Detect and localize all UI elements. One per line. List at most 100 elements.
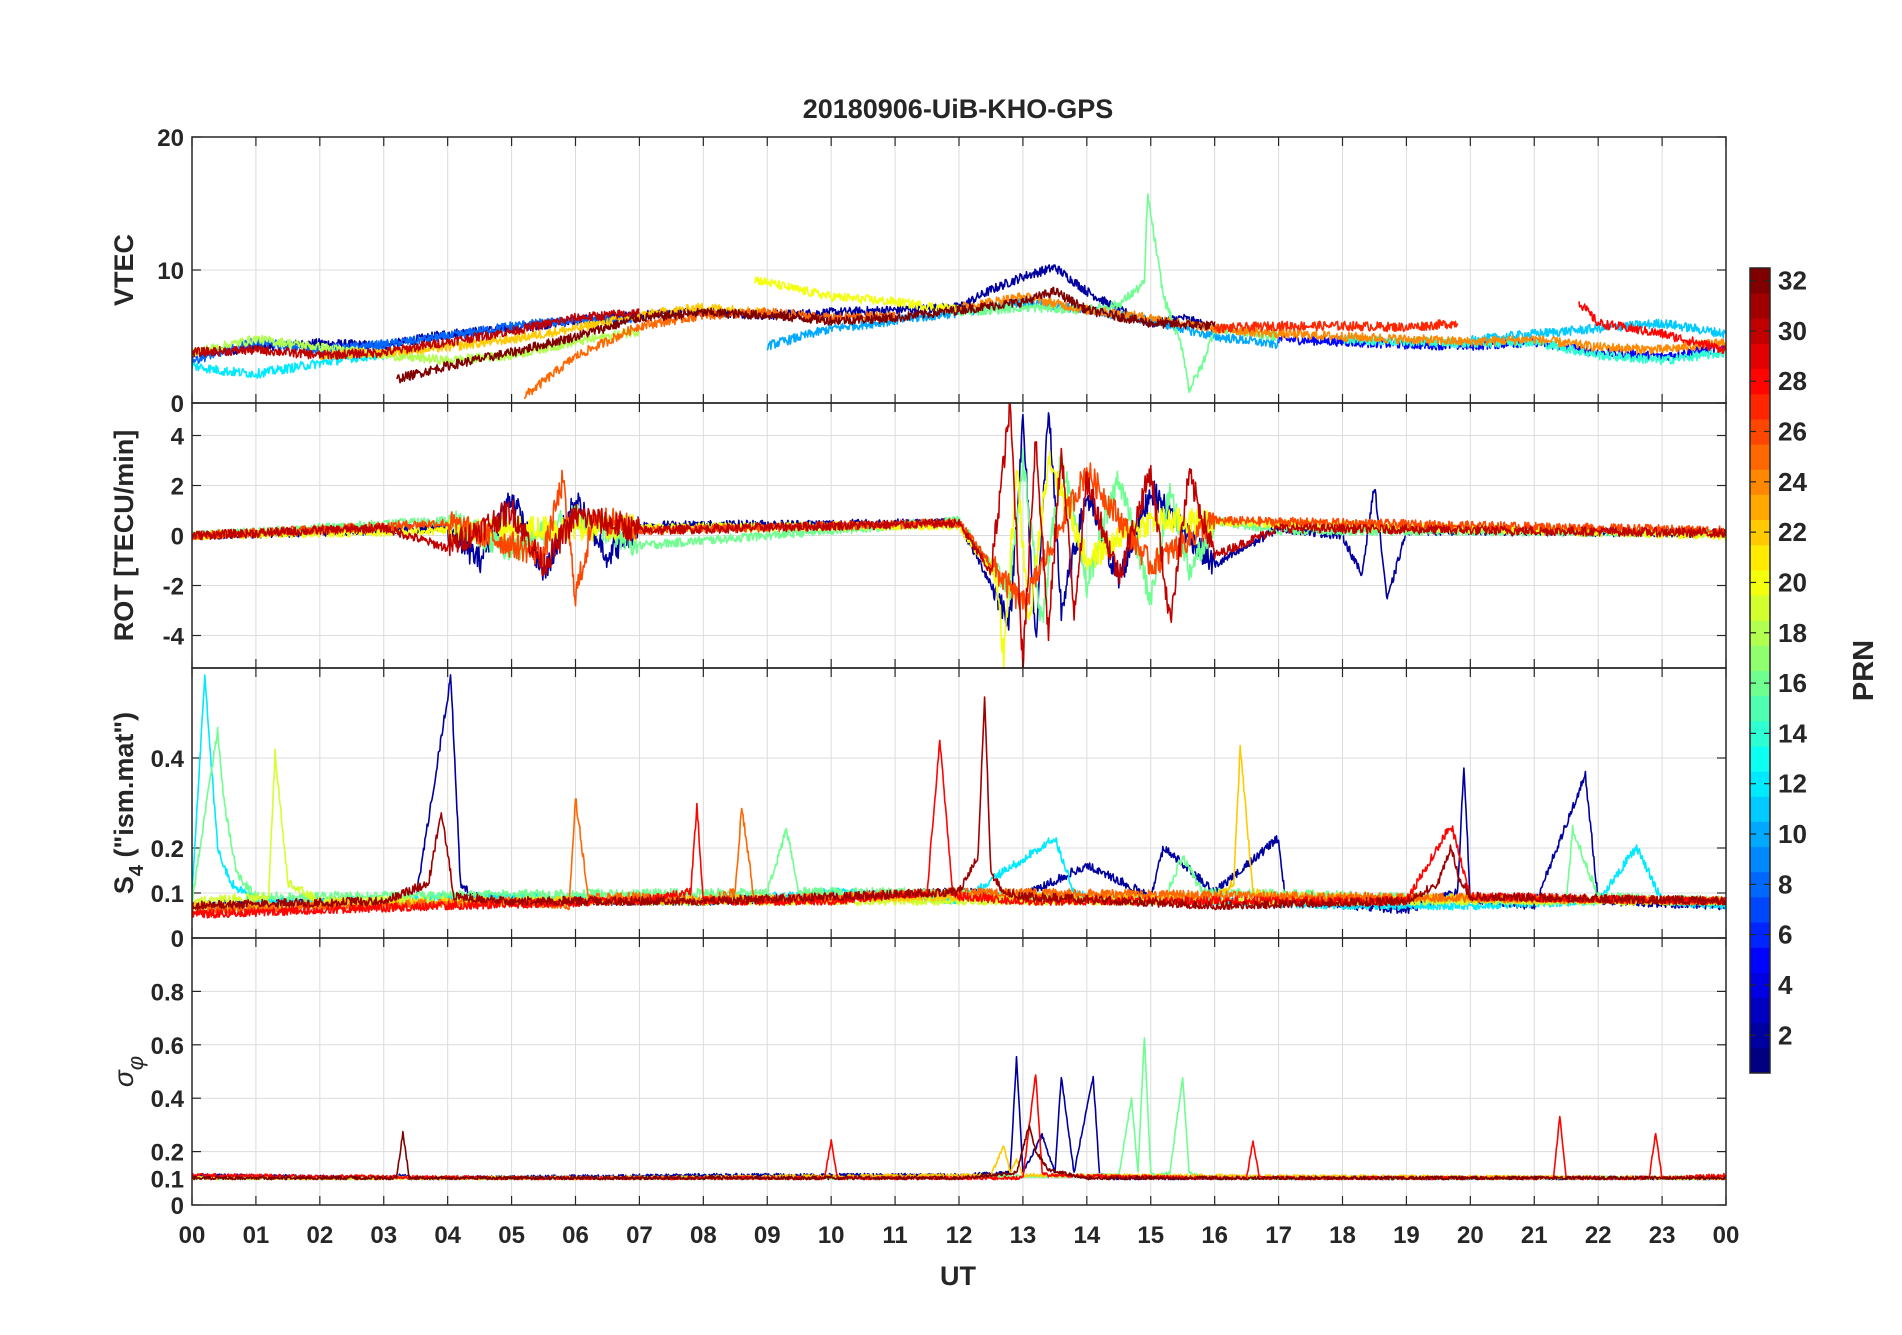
colorbar-segment: [1750, 821, 1770, 848]
panel-sigma_phi: 00.10.2 0.4 0.6 0.8 σφ: [108, 937, 1727, 1220]
colorbar-tick-label: 10: [1778, 819, 1807, 849]
colorbar-segment: [1750, 695, 1770, 722]
x-axis: 00 01 02 03 04 05 06 07 08 09 10 11 12 13 14 15 16 17 18 19…: [179, 1222, 1740, 1249]
panel-vtec: 0 10 20 VTEC: [109, 125, 1727, 418]
series-line-prn-30: [192, 308, 640, 360]
colorbar-tick-label: 8: [1778, 869, 1792, 899]
colorbar-frame: [1749, 267, 1771, 1074]
colorbar-segment: [1750, 922, 1770, 948]
colorbar-segment: [1750, 569, 1770, 596]
series-group: [192, 1037, 1726, 1181]
colorbar-tick-label: 26: [1778, 417, 1807, 447]
colorbar-tick-label: 6: [1778, 920, 1792, 950]
y-axis-label: S4 ("ism.mat"): [109, 712, 148, 894]
colorbar-tick-label: 22: [1778, 517, 1807, 547]
colorbar-tick-label: 12: [1778, 769, 1807, 799]
colorbar-tick-label: 14: [1778, 718, 1807, 748]
y-tick-label: 0.2: [151, 1140, 184, 1167]
colorbar-segment: [1750, 720, 1770, 747]
series-line-prn-32: [395, 286, 1216, 384]
colorbar-segment: [1750, 343, 1770, 370]
y-tick-label: 0: [171, 391, 184, 418]
panel-rot: -4 -2 0 2 4 ROT [TECU/min]: [109, 402, 1727, 669]
y-tick-label: 0: [171, 524, 184, 551]
colorbar-segment: [1750, 972, 1770, 999]
y-tick-label: 2: [171, 474, 184, 501]
x-tick-label: 00: [179, 1222, 206, 1249]
series-group: [192, 674, 1726, 919]
colorbar-segment: [1750, 846, 1770, 873]
colorbar-segment: [1750, 1022, 1770, 1049]
panel-s4: 0 0.1 0.2 0.4S4 ("ism.mat"): [109, 667, 1727, 953]
y-axis-label: VTEC: [109, 234, 139, 306]
x-axis-label: UT: [940, 1261, 976, 1291]
colorbar-segment: [1750, 418, 1770, 445]
colorbar-segment: [1750, 670, 1770, 697]
colorbar-segment: [1750, 947, 1770, 973]
colorbar-segment: [1750, 745, 1770, 772]
colorbar-segment: [1750, 494, 1770, 521]
colorbar-segment: [1750, 645, 1770, 671]
colorbar-segment: [1750, 368, 1770, 395]
colorbar-label: PRN: [1848, 640, 1880, 701]
series-line-prn-30: [192, 403, 1726, 668]
colorbar-tick-label: 4: [1778, 970, 1793, 1000]
colorbar-segment: [1750, 896, 1770, 923]
colorbar-segment: [1750, 544, 1770, 571]
series-line-prn-16: [958, 193, 1280, 394]
colorbar-tick-label: 30: [1778, 316, 1807, 346]
colorbar-segment: [1750, 444, 1770, 470]
x-tick-label: 20: [1457, 1222, 1484, 1249]
x-tick-label: 15: [1137, 1222, 1164, 1249]
colorbar-segment: [1750, 595, 1770, 621]
x-tick-label: 16: [1201, 1222, 1228, 1249]
y-tick-label: 4: [171, 424, 185, 451]
y-tick-label: 0.8: [151, 979, 184, 1006]
colorbar-segment: [1750, 997, 1770, 1024]
y-tick-label: -4: [163, 624, 185, 651]
y-tick-label: 0.1: [151, 881, 184, 908]
x-tick-label: 22: [1585, 1222, 1612, 1249]
x-tick-label: 00: [1713, 1222, 1740, 1249]
colorbar-segment: [1750, 620, 1770, 646]
series-line-prn-24: [958, 292, 1726, 355]
colorbar-segment: [1750, 318, 1770, 344]
colorbar-segment: [1750, 1047, 1770, 1074]
series-group: [192, 403, 1726, 668]
chart-title: 20180906-UiB-KHO-GPS: [803, 94, 1114, 124]
y-tick-label: 10: [157, 258, 184, 285]
x-tick-label: 08: [690, 1222, 717, 1249]
y-tick-label: 0.4: [151, 746, 185, 773]
x-tick-label: 10: [818, 1222, 845, 1249]
series-line-prn-20: [753, 276, 960, 315]
x-tick-label: 17: [1265, 1222, 1292, 1249]
series-line-prn-31: [192, 696, 1726, 911]
series-line-prn-18: [192, 328, 640, 366]
x-tick-label: 23: [1649, 1222, 1676, 1249]
y-tick-label: 0.4: [151, 1086, 185, 1113]
colorbar-tick-label: 24: [1778, 467, 1807, 497]
x-tick-label: 02: [306, 1222, 333, 1249]
series-line-prn-32: [192, 1124, 1726, 1181]
colorbar-tick-label: 2: [1778, 1020, 1792, 1050]
x-tick-label: 19: [1393, 1222, 1420, 1249]
x-tick-label: 12: [946, 1222, 973, 1249]
y-tick-label: 0.2: [151, 836, 184, 863]
colorbar-tick-label: 28: [1778, 366, 1807, 396]
y-tick-label: 20: [157, 125, 184, 152]
colorbar-segment: [1750, 293, 1770, 319]
y-tick-label: 0.1: [151, 1166, 184, 1193]
colorbar-tick-label: 16: [1778, 668, 1807, 698]
x-tick-label: 21: [1521, 1222, 1548, 1249]
x-tick-label: 18: [1329, 1222, 1356, 1249]
colorbar-tick-label: 20: [1778, 567, 1807, 597]
x-tick-label: 05: [498, 1222, 525, 1249]
y-tick-label: 0: [171, 1193, 184, 1220]
colorbar-tick-label: 32: [1778, 266, 1807, 296]
colorbar-segment: [1750, 268, 1770, 294]
series-group: [192, 193, 1726, 400]
colorbar-segment: [1750, 469, 1770, 495]
colorbar-segment: [1750, 519, 1770, 546]
